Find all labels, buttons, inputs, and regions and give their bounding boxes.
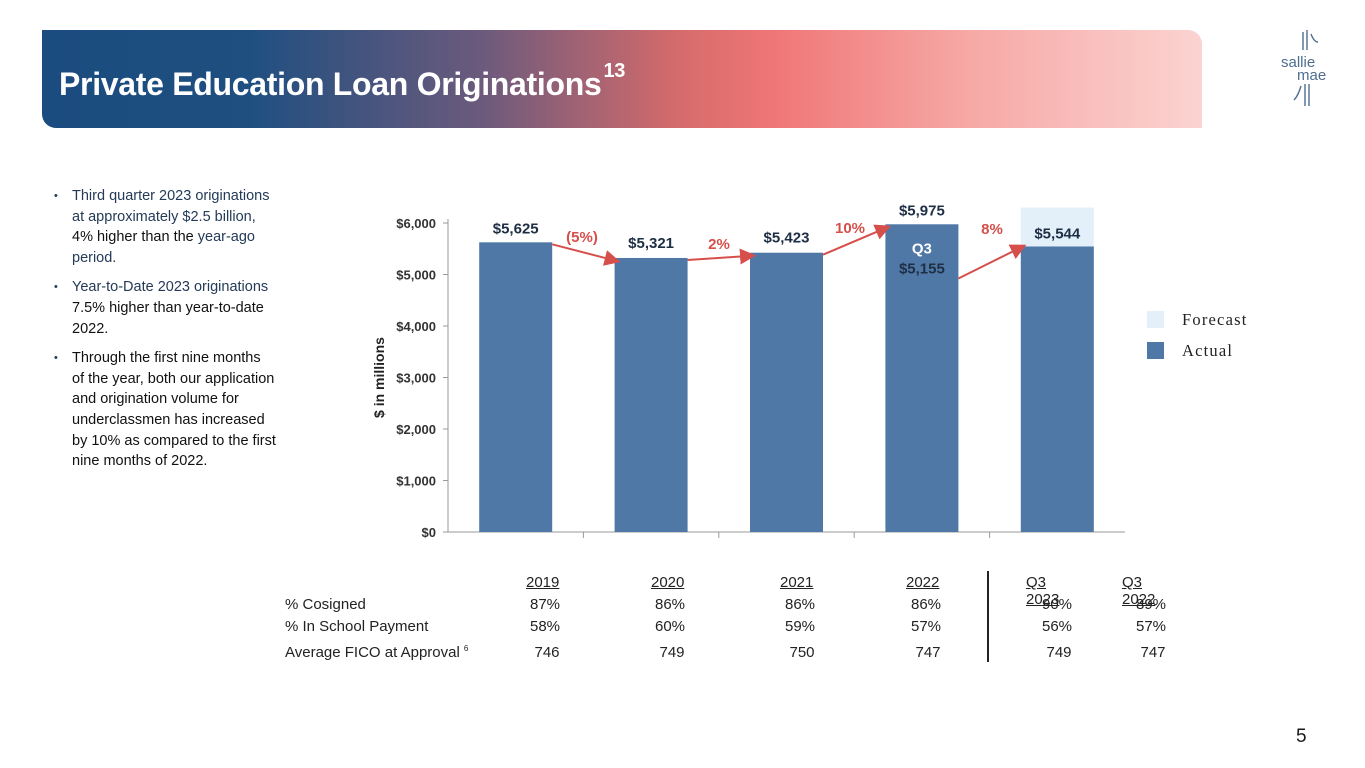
bar-value-label: $5,975 xyxy=(899,202,945,219)
growth-arrow xyxy=(957,244,1027,280)
growth-arrow xyxy=(551,243,621,266)
y-tick-label: $3,000 xyxy=(396,371,436,386)
table-cell: 58% xyxy=(529,618,561,635)
bullet-list: Third quarter 2023 originations at appro… xyxy=(54,186,276,481)
col-header: Q3 2023 xyxy=(1026,574,1060,608)
table-cell: 747 xyxy=(915,644,941,661)
y-tick-label: $0 xyxy=(422,525,436,540)
table-cell: 56% xyxy=(1041,618,1073,635)
bullet-item: Through the first nine months of the yea… xyxy=(54,348,276,472)
logo-word-2: mae xyxy=(1297,67,1326,84)
y-axis-title: $ in millions xyxy=(371,337,387,418)
legend-label-forecast: Forecast xyxy=(1182,309,1248,329)
table-cell: 746 xyxy=(534,644,560,661)
table-cell: 57% xyxy=(910,618,942,635)
table-cell: 90% xyxy=(1041,596,1073,613)
row-footnote: 6 xyxy=(463,644,469,653)
bullet-text: Year-to-Date 2023 originations xyxy=(72,279,269,296)
row-label: % In School Payment xyxy=(285,618,429,635)
growth-label: (5%) xyxy=(566,229,598,246)
actual-bar xyxy=(614,257,688,532)
actual-bar xyxy=(1020,246,1094,532)
table-cell: 87% xyxy=(529,596,561,613)
y-tick-label: $1,000 xyxy=(396,474,436,489)
bar-value-label: $5,625 xyxy=(493,220,539,237)
title-banner: Private Education Loan Originations 13 xyxy=(42,30,1202,128)
growth-arrow xyxy=(822,224,892,256)
legend-item-actual: Actual xyxy=(1147,335,1248,366)
page-title-text: Private Education Loan Originations xyxy=(59,66,602,102)
table-cell: 86% xyxy=(784,596,816,613)
chart-legend: Forecast Actual xyxy=(1147,304,1248,366)
table-row: Average FICO at Approval 6 746 749 750 74… xyxy=(285,644,1205,664)
y-tick-label: $6,000 xyxy=(396,216,436,231)
y-tick-label: $4,000 xyxy=(396,319,436,334)
table-row: % Cosigned 87% 86% 86% 86% 90% 89% xyxy=(285,596,1205,616)
bullet-text: Through the first nine months of the yea… xyxy=(72,350,276,470)
table-cell: 57% xyxy=(1135,618,1167,635)
bar-value-label: $5,423 xyxy=(764,230,810,247)
table-cell: 59% xyxy=(784,618,816,635)
row-label: Average FICO at Approval 6 xyxy=(285,644,468,661)
actual-bar xyxy=(479,242,553,532)
legend-label-actual: Actual xyxy=(1182,340,1234,360)
col-header: Q3 2022 xyxy=(1122,574,1156,608)
col-header: 2022 xyxy=(906,574,940,591)
table-row: % In School Payment 58% 60% 59% 57% 56% … xyxy=(285,618,1205,638)
table-cell: 749 xyxy=(659,644,685,661)
bar-inner-label: Q3 xyxy=(912,240,932,257)
bullet-item: Year-to-Date 2023 originations 7.5% high… xyxy=(54,277,276,339)
actual-bar xyxy=(885,224,959,532)
bar-value-label: $5,321 xyxy=(628,235,674,252)
col-header: 2019 xyxy=(526,574,560,591)
bullet-tail: year-ago period. xyxy=(72,229,255,266)
growth-label: 10% xyxy=(835,220,865,237)
col-header: 2020 xyxy=(651,574,685,591)
bullet-text: Third quarter 2023 originations at appro… xyxy=(72,188,270,225)
bar-inner-value: $5,155 xyxy=(899,260,945,277)
legend-item-forecast: Forecast xyxy=(1147,304,1248,335)
table-cell: 60% xyxy=(654,618,686,635)
growth-arrow xyxy=(687,248,756,265)
growth-label: 2% xyxy=(708,236,730,253)
bar-value-label: $5,544 xyxy=(1034,225,1081,242)
logo-word-1: sallie xyxy=(1281,54,1315,71)
bullet-emphasis: 4% higher than the xyxy=(72,229,194,246)
table-cell: 747 xyxy=(1140,644,1166,661)
table-cell: 86% xyxy=(654,596,686,613)
page-number: 5 xyxy=(1296,726,1307,747)
table-cell: 86% xyxy=(910,596,942,613)
legend-swatch-forecast xyxy=(1147,311,1164,328)
legend-swatch-actual xyxy=(1147,342,1164,359)
row-label: % Cosigned xyxy=(285,596,366,613)
actual-bar xyxy=(750,252,823,532)
table-cell: 750 xyxy=(789,644,815,661)
col-header: 2021 xyxy=(780,574,814,591)
bullet-emphasis: 7.5% higher than year-to-date 2022. xyxy=(72,299,264,337)
y-tick-label: $5,000 xyxy=(396,268,436,283)
table-cell: 89% xyxy=(1135,596,1167,613)
table-cell: 749 xyxy=(1046,644,1072,661)
page-title: Private Education Loan Originations 13 xyxy=(59,60,625,103)
bullet-item: Third quarter 2023 originations at appro… xyxy=(54,186,276,268)
row-label-text: Average FICO at Approval xyxy=(285,644,460,661)
sallie-mae-logo: sallie mae xyxy=(1281,30,1326,106)
y-tick-label: $2,000 xyxy=(396,422,436,437)
growth-label: 8% xyxy=(981,221,1003,238)
originations-bar-chart: $0 $1,000 $2,000 $3,000 $4,000 $5,000 $6,000 $ … xyxy=(371,202,1125,540)
table-divider xyxy=(987,571,989,662)
title-footnote: 13 xyxy=(603,60,626,82)
